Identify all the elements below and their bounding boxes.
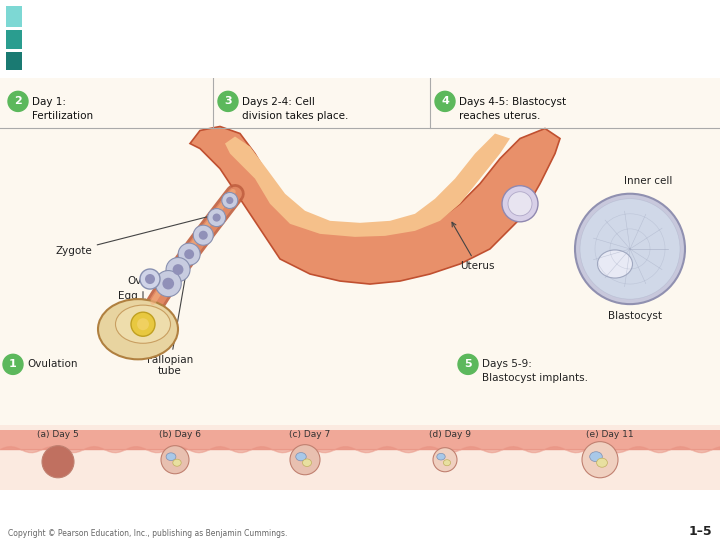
Bar (0, 78, 720, 490)
Ellipse shape (302, 459, 312, 467)
Text: Zygote Development: Ovulation, Fertilization,: Zygote Development: Ovulation, Fertiliza… (35, 16, 683, 39)
Circle shape (145, 274, 155, 284)
Bar (6, 6, 22, 28)
Circle shape (508, 192, 532, 216)
Text: 1–5: 1–5 (688, 525, 712, 538)
Ellipse shape (173, 459, 181, 466)
Text: Day 1:
Fertilization: Day 1: Fertilization (32, 97, 93, 120)
Bar (0, 424, 720, 490)
Circle shape (131, 312, 155, 336)
Circle shape (582, 442, 618, 478)
Text: (e) Day 11: (e) Day 11 (586, 430, 634, 438)
Circle shape (161, 446, 189, 474)
Ellipse shape (597, 458, 608, 467)
Ellipse shape (166, 453, 176, 461)
Bar (6, 52, 22, 71)
Text: and Implantation: and Implantation (35, 49, 278, 72)
Circle shape (502, 186, 538, 222)
Text: Inner cell: Inner cell (624, 176, 672, 186)
Polygon shape (225, 133, 510, 237)
Circle shape (575, 194, 685, 304)
Circle shape (173, 264, 184, 275)
Circle shape (156, 271, 181, 296)
Polygon shape (190, 126, 560, 284)
Text: 5: 5 (464, 359, 472, 369)
Circle shape (207, 208, 225, 227)
Circle shape (580, 199, 680, 299)
Circle shape (178, 243, 200, 265)
Bar (6, 30, 22, 49)
Text: 3: 3 (224, 96, 232, 106)
Circle shape (458, 354, 478, 374)
Ellipse shape (590, 452, 603, 462)
Bar (0, 129, 720, 490)
Text: Fallopian
tube: Fallopian tube (147, 268, 193, 376)
Text: 1: 1 (9, 359, 17, 369)
Circle shape (199, 231, 208, 240)
Circle shape (163, 278, 174, 289)
Circle shape (8, 91, 28, 111)
Text: Ovulation: Ovulation (27, 359, 78, 369)
Ellipse shape (437, 454, 445, 460)
Text: Uterus: Uterus (452, 222, 495, 271)
Ellipse shape (598, 250, 632, 278)
Circle shape (226, 197, 233, 204)
Text: Egg: Egg (118, 291, 138, 301)
Text: Days 2-4: Cell
division takes place.: Days 2-4: Cell division takes place. (242, 97, 348, 120)
Text: Days 4-5: Blastocyst
reaches uterus.: Days 4-5: Blastocyst reaches uterus. (459, 97, 566, 120)
Circle shape (222, 192, 238, 208)
Circle shape (140, 269, 160, 289)
Circle shape (218, 91, 238, 111)
Text: Zygote: Zygote (55, 214, 216, 256)
Text: 4: 4 (441, 96, 449, 106)
Bar (0, 430, 720, 450)
Ellipse shape (444, 460, 451, 465)
Text: Copyright © Pearson Education, Inc., publishing as Benjamin Cummings.: Copyright © Pearson Education, Inc., pub… (8, 529, 287, 538)
Text: (c) Day 7: (c) Day 7 (289, 430, 330, 438)
Text: 2: 2 (14, 96, 22, 106)
Ellipse shape (115, 305, 171, 343)
Circle shape (137, 318, 149, 330)
Circle shape (290, 444, 320, 475)
Circle shape (184, 249, 194, 259)
Text: (a) Day 5: (a) Day 5 (37, 430, 79, 438)
Circle shape (166, 258, 190, 281)
Circle shape (433, 448, 457, 472)
Ellipse shape (296, 453, 306, 461)
Circle shape (42, 446, 74, 478)
Text: Ovary: Ovary (127, 276, 158, 303)
Text: (b) Day 6: (b) Day 6 (159, 430, 201, 438)
Ellipse shape (98, 299, 178, 359)
Circle shape (3, 354, 23, 374)
Text: Blastocyst: Blastocyst (608, 311, 662, 321)
Circle shape (193, 225, 213, 245)
Text: Days 5-9:
Blastocyst implants.: Days 5-9: Blastocyst implants. (482, 359, 588, 382)
Circle shape (435, 91, 455, 111)
Circle shape (212, 213, 221, 221)
Text: (d) Day 9: (d) Day 9 (429, 430, 471, 438)
